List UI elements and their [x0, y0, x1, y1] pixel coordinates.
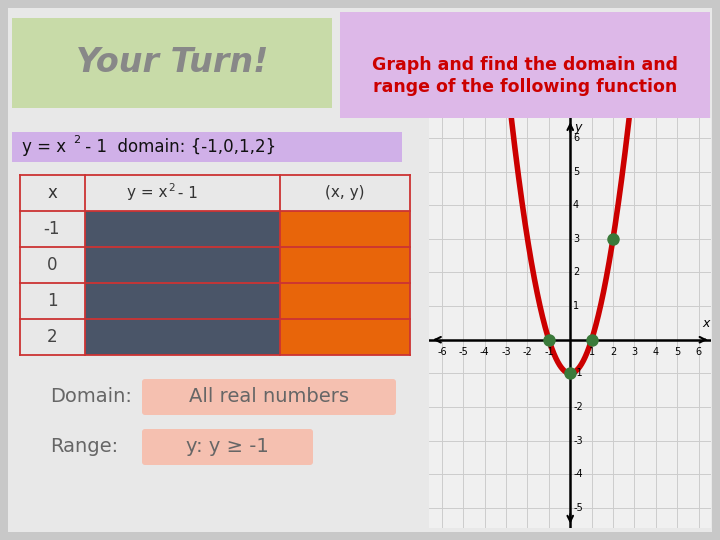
Text: 3: 3 [631, 347, 637, 357]
FancyBboxPatch shape [280, 211, 410, 355]
Text: 2: 2 [47, 328, 58, 346]
Text: All real numbers: All real numbers [189, 388, 349, 407]
Text: 1: 1 [573, 301, 579, 311]
Text: -3: -3 [501, 347, 511, 357]
Text: range of the following function: range of the following function [373, 78, 677, 96]
Text: y: y [574, 122, 582, 134]
Text: 1: 1 [588, 347, 595, 357]
Text: x: x [702, 318, 710, 330]
Text: -2: -2 [573, 402, 582, 412]
Text: y = x: y = x [22, 138, 66, 156]
Text: -3: -3 [573, 436, 582, 446]
Text: 6: 6 [573, 133, 579, 143]
Text: -5: -5 [459, 347, 468, 357]
Text: 5: 5 [674, 347, 680, 357]
Text: x: x [47, 184, 57, 202]
Text: 1: 1 [47, 292, 58, 310]
FancyBboxPatch shape [12, 132, 402, 162]
Text: Graph and find the domain and: Graph and find the domain and [372, 56, 678, 74]
Text: -1: -1 [573, 368, 582, 379]
FancyBboxPatch shape [142, 379, 396, 415]
Text: (x, y): (x, y) [325, 186, 365, 200]
Text: -2: -2 [523, 347, 532, 357]
Text: 4: 4 [653, 347, 659, 357]
Text: -4: -4 [573, 469, 582, 480]
FancyBboxPatch shape [142, 429, 313, 465]
Text: -5: -5 [573, 503, 582, 513]
Text: 5: 5 [573, 166, 580, 177]
FancyBboxPatch shape [85, 211, 280, 355]
Text: 2: 2 [573, 267, 580, 278]
Text: Range:: Range: [50, 437, 118, 456]
Text: Domain:: Domain: [50, 388, 132, 407]
FancyBboxPatch shape [340, 12, 710, 118]
Text: 0: 0 [47, 256, 58, 274]
Text: -1: -1 [44, 220, 60, 238]
Text: 2: 2 [168, 183, 175, 193]
FancyBboxPatch shape [8, 8, 712, 532]
Text: -4: -4 [480, 347, 490, 357]
Text: -6: -6 [437, 347, 447, 357]
Text: 3: 3 [573, 234, 579, 244]
Text: -1: -1 [544, 347, 554, 357]
Text: Your Turn!: Your Turn! [76, 46, 268, 79]
Text: - 1  domain: {-1,0,1,2}: - 1 domain: {-1,0,1,2} [80, 138, 276, 156]
Text: y = x: y = x [127, 186, 168, 200]
Text: y: y ≥ -1: y: y ≥ -1 [186, 437, 269, 456]
FancyBboxPatch shape [12, 18, 332, 108]
Text: 6: 6 [696, 347, 701, 357]
Text: 2: 2 [73, 135, 80, 145]
Text: - 1: - 1 [173, 186, 198, 200]
Text: 2: 2 [610, 347, 616, 357]
Text: 4: 4 [573, 200, 579, 210]
